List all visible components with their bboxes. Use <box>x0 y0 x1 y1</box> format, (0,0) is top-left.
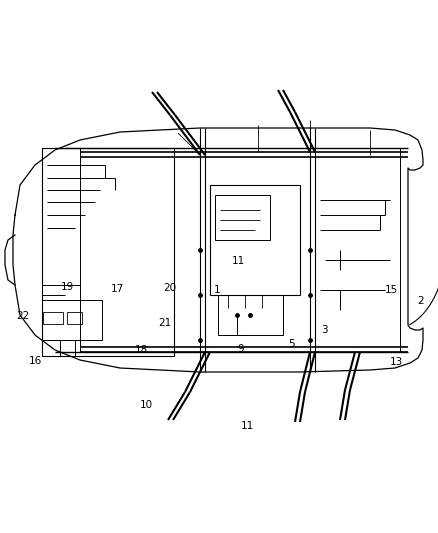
Text: 20: 20 <box>163 284 177 293</box>
Text: 16: 16 <box>29 357 42 366</box>
Text: 10: 10 <box>140 400 153 410</box>
Text: 15: 15 <box>385 286 398 295</box>
Bar <box>43 312 63 324</box>
Text: 18: 18 <box>135 345 148 355</box>
Bar <box>67 312 82 324</box>
Text: 22: 22 <box>17 311 30 320</box>
Text: 11: 11 <box>232 256 245 266</box>
Text: 5: 5 <box>288 339 295 349</box>
Text: 19: 19 <box>61 282 74 292</box>
Text: 17: 17 <box>111 284 124 294</box>
Text: 21: 21 <box>158 318 171 328</box>
Bar <box>210 185 300 295</box>
Text: 11: 11 <box>241 422 254 431</box>
Bar <box>42 148 174 356</box>
Bar <box>42 300 102 340</box>
Text: 2: 2 <box>417 296 424 306</box>
Text: 9: 9 <box>237 344 244 354</box>
Text: 3: 3 <box>321 326 328 335</box>
Text: 13: 13 <box>390 358 403 367</box>
Text: 1: 1 <box>213 286 220 295</box>
Bar <box>218 295 283 335</box>
Bar <box>215 195 270 240</box>
